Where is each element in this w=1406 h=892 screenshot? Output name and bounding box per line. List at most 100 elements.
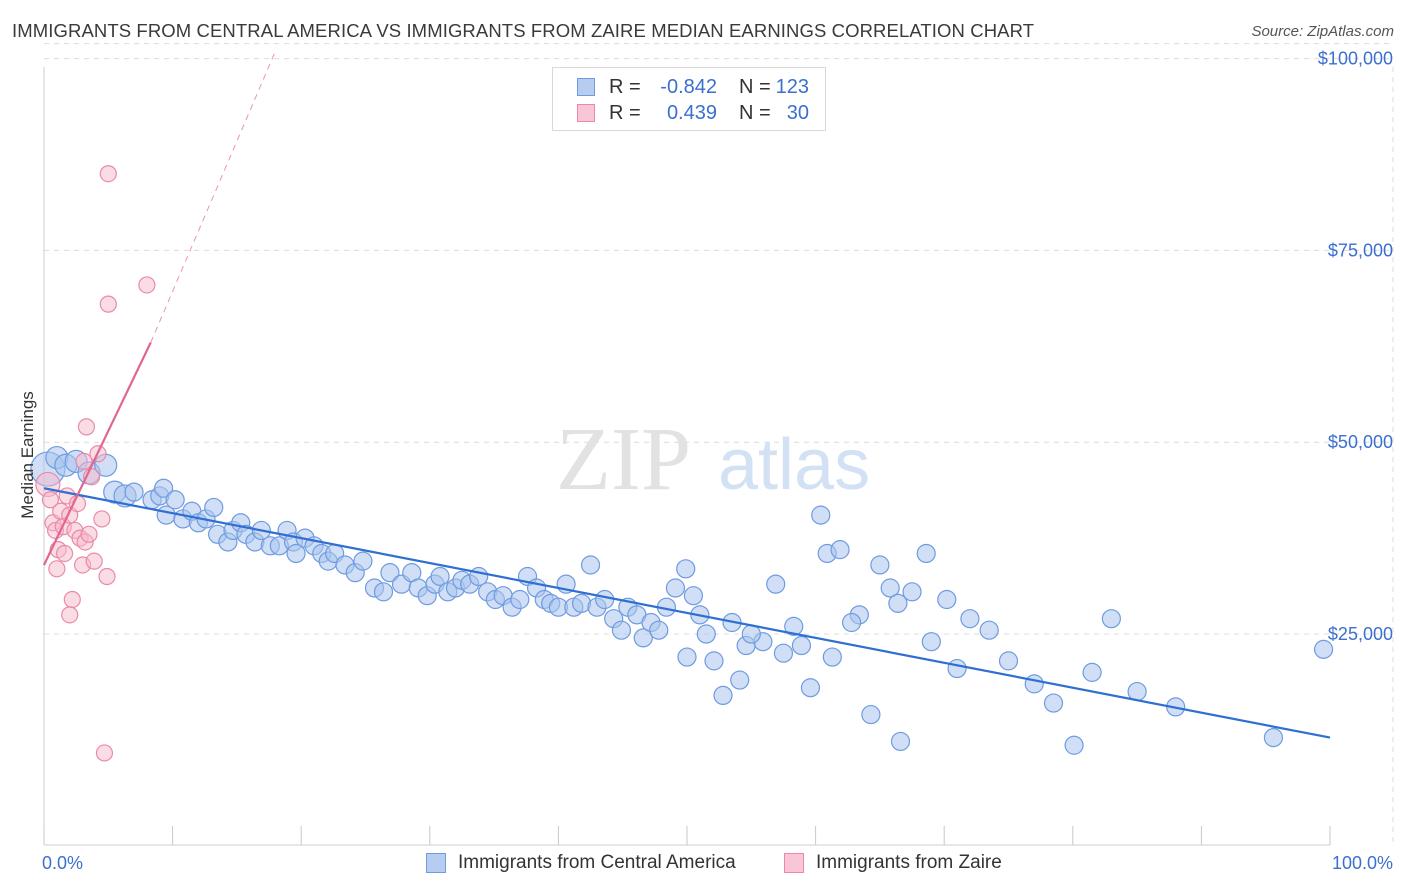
legend-row-central-america: R = -0.842 N = 123	[577, 74, 809, 100]
data-point-central-america	[979, 620, 999, 640]
trend-line-zaire-extension	[150, 50, 276, 343]
legend-item-central-america[interactable]: Immigrants from Central America	[426, 852, 736, 874]
trend-lines	[43, 50, 1331, 739]
series-central-america	[30, 445, 1334, 755]
data-point-central-america	[704, 651, 724, 671]
legend-r-label: R =	[609, 75, 641, 98]
data-point-central-america	[861, 704, 881, 725]
data-point-zaire	[75, 452, 93, 471]
data-point-zaire	[80, 525, 98, 543]
data-point-central-america	[380, 563, 400, 583]
legend-label-central-america: Immigrants from Central America	[458, 852, 736, 873]
x-tick-label: 100.0%	[1332, 853, 1393, 873]
legend-r-value: 0.439	[666, 101, 717, 124]
data-point-zaire	[95, 744, 114, 762]
data-point-zaire	[138, 276, 156, 294]
data-point-central-america	[902, 582, 922, 602]
data-point-central-america	[510, 589, 530, 610]
legend-row-zaire: R = 0.439 N = 30	[577, 100, 809, 126]
data-point-central-america	[1101, 609, 1121, 629]
data-point-central-america	[633, 628, 653, 648]
data-point-zaire	[98, 567, 116, 586]
data-point-zaire	[77, 418, 96, 436]
legend-n-label: N =	[739, 101, 771, 124]
legend-item-zaire[interactable]: Immigrants from Zaire	[784, 852, 1002, 874]
data-point-central-america	[611, 620, 632, 640]
data-point-central-america	[773, 643, 794, 663]
chart-title: IMMIGRANTS FROM CENTRAL AMERICA VS IMMIG…	[12, 20, 1035, 41]
data-point-central-america	[842, 612, 862, 633]
watermark: ZIP atlas	[556, 410, 870, 509]
legend-r-value: -0.842	[660, 75, 717, 98]
data-point-central-america	[124, 482, 144, 502]
data-point-central-america	[791, 635, 812, 656]
data-point-central-america	[1024, 674, 1044, 694]
data-point-central-america	[870, 555, 890, 575]
legend-n-label: N =	[739, 75, 771, 98]
data-point-zaire	[41, 491, 60, 509]
data-point-zaire	[55, 544, 74, 563]
trend-line-central-america	[43, 487, 1331, 739]
data-point-central-america	[1263, 727, 1284, 748]
trend-line-zaire	[43, 342, 152, 566]
watermark-zip: ZIP	[556, 410, 691, 509]
data-point-zaire	[93, 510, 111, 528]
series-legend: Immigrants from Central America Immigran…	[0, 852, 1406, 878]
y-tick-label: $75,000	[1328, 240, 1393, 260]
y-tick-label: $50,000	[1328, 432, 1393, 452]
data-point-central-america	[800, 678, 821, 698]
y-tick-labels: $25,000 $50,000 $75,000 $100,000	[1318, 49, 1393, 644]
source-label: Source: ZipAtlas.com	[1251, 23, 1394, 40]
legend-label-zaire: Immigrants from Zaire	[816, 852, 1002, 873]
data-point-central-america	[595, 589, 615, 610]
data-point-zaire	[63, 590, 81, 609]
data-point-central-america	[937, 589, 957, 610]
data-point-central-america	[373, 582, 394, 602]
data-point-central-america	[916, 543, 936, 564]
data-point-zaire	[99, 165, 117, 183]
legend-r-label: R =	[609, 101, 641, 124]
grid-lines	[44, 43, 1394, 845]
data-point-central-america	[649, 620, 669, 640]
data-point-central-america	[677, 647, 697, 667]
data-point-central-america	[888, 593, 908, 613]
x-tick-label: 0.0%	[42, 853, 83, 873]
data-point-central-america	[665, 578, 686, 598]
legend-swatch-blue	[426, 853, 446, 873]
data-point-central-america	[204, 497, 224, 518]
data-point-central-america	[165, 490, 185, 510]
data-point-central-america	[683, 586, 704, 606]
data-point-central-america	[1043, 693, 1064, 713]
data-point-central-america	[353, 551, 373, 571]
data-point-central-america	[766, 574, 786, 594]
y-tick-label: $25,000	[1328, 624, 1393, 644]
data-point-central-america	[580, 555, 601, 575]
data-point-zaire	[99, 295, 117, 313]
data-point-central-america	[947, 658, 967, 679]
x-tick-labels: 0.0% 100.0%	[42, 853, 1393, 873]
data-point-central-america	[430, 566, 450, 587]
y-axis-label: Median Earnings	[18, 391, 37, 519]
data-point-central-america	[921, 632, 941, 652]
legend-swatch-pink	[577, 104, 595, 122]
data-point-central-america	[880, 578, 900, 598]
correlation-legend: R = -0.842 N = 123 R = 0.439 N = 30	[552, 67, 826, 131]
legend-n-value: 123	[775, 75, 809, 98]
data-point-zaire	[61, 606, 79, 624]
data-point-central-america	[784, 616, 804, 636]
legend-swatch-pink	[784, 853, 804, 873]
y-tick-label: $100,000	[1318, 49, 1393, 69]
data-point-zaire	[85, 552, 103, 570]
legend-n-value: 30	[786, 101, 809, 124]
data-point-central-america	[811, 505, 831, 525]
data-point-central-america	[1082, 662, 1102, 682]
data-point-central-america	[1313, 639, 1334, 659]
data-point-central-america	[960, 609, 980, 629]
data-point-central-america	[153, 478, 174, 498]
data-point-central-america	[696, 624, 716, 644]
data-point-central-america	[1064, 735, 1084, 755]
data-point-zaire	[48, 560, 66, 578]
data-point-central-america	[713, 685, 733, 706]
data-point-central-america	[822, 647, 842, 667]
